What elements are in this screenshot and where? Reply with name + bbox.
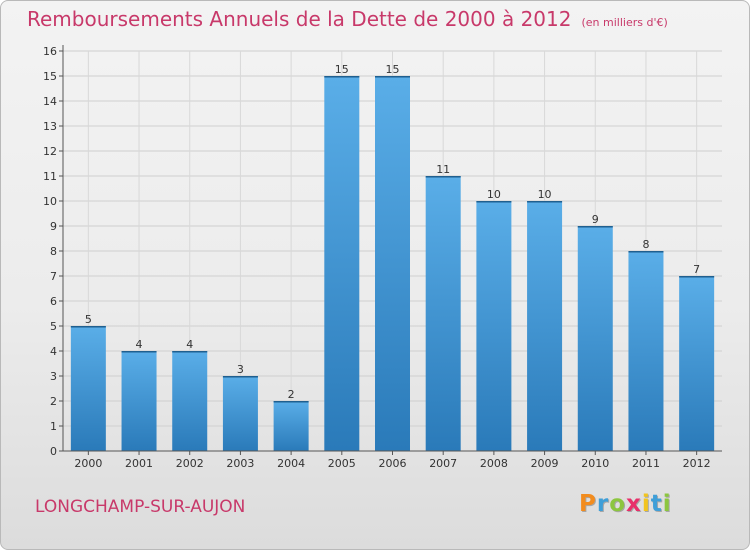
y-tick-label: 11 xyxy=(43,170,57,183)
data-label: 9 xyxy=(592,213,599,226)
data-label: 2 xyxy=(288,388,295,401)
y-tick-label: 7 xyxy=(50,270,57,283)
x-tick-label: 2006 xyxy=(379,457,407,470)
y-tick-label: 10 xyxy=(43,195,57,208)
data-label: 15 xyxy=(386,63,400,76)
y-tick-label: 8 xyxy=(50,245,57,258)
bar xyxy=(121,351,157,451)
y-tick-label: 13 xyxy=(43,120,57,133)
data-label: 4 xyxy=(186,338,193,351)
commune-name: LONGCHAMP-SUR-AUJON xyxy=(35,497,246,517)
bar-top-edge xyxy=(222,376,258,378)
data-label: 15 xyxy=(335,63,349,76)
y-tick-label: 12 xyxy=(43,145,57,158)
data-label: 7 xyxy=(693,263,700,276)
logo-letter: i xyxy=(662,491,672,517)
bar xyxy=(222,376,258,451)
data-label: 4 xyxy=(136,338,143,351)
bar xyxy=(476,201,512,451)
data-label: 3 xyxy=(237,363,244,376)
logo-letter: x xyxy=(626,491,642,517)
logo-letter: t xyxy=(650,491,663,517)
x-tick-label: 2001 xyxy=(125,457,153,470)
chart-subtitle: (en milliers d'€) xyxy=(581,16,668,29)
bar-top-edge xyxy=(172,351,208,353)
bar-top-edge xyxy=(375,76,410,78)
x-tick-label: 2000 xyxy=(74,457,102,470)
y-tick-label: 2 xyxy=(50,395,57,408)
bar-top-edge xyxy=(679,276,715,278)
x-tick-label: 2009 xyxy=(531,457,559,470)
chart-title-text: Remboursements Annuels de la Dette de 20… xyxy=(27,7,572,31)
x-tick-label: 2004 xyxy=(277,457,305,470)
y-tick-label: 4 xyxy=(50,345,57,358)
y-tick-label: 16 xyxy=(43,45,57,58)
bar xyxy=(70,326,106,451)
x-tick-label: 2002 xyxy=(176,457,204,470)
data-label: 8 xyxy=(642,238,649,251)
bar xyxy=(425,176,461,451)
x-tick-label: 2012 xyxy=(683,457,711,470)
bar-top-edge xyxy=(425,176,461,178)
y-tick-label: 3 xyxy=(50,370,57,383)
bar xyxy=(172,351,208,451)
bar-top-edge xyxy=(628,251,664,253)
y-tick-label: 0 xyxy=(50,445,57,458)
chart-title: Remboursements Annuels de la Dette de 20… xyxy=(27,7,668,31)
logo-letter: P xyxy=(579,491,597,517)
y-tick-label: 9 xyxy=(50,220,57,233)
data-label: 10 xyxy=(487,188,501,201)
bar-top-edge xyxy=(324,76,360,78)
logo-letter: i xyxy=(641,491,651,517)
x-tick-label: 2003 xyxy=(226,457,254,470)
y-tick-label: 5 xyxy=(50,320,57,333)
bar xyxy=(628,251,664,451)
bar xyxy=(679,276,715,451)
y-tick-label: 15 xyxy=(43,70,57,83)
bar xyxy=(527,201,563,451)
y-tick-label: 6 xyxy=(50,295,57,308)
bars: 5 4 4 3 2 15 15 11 10 10 9 8 7 xyxy=(70,63,715,451)
data-label: 11 xyxy=(436,163,450,176)
bar xyxy=(324,76,360,451)
bar-top-edge xyxy=(577,226,613,228)
x-tick-label: 2010 xyxy=(581,457,609,470)
x-tick-label: 2011 xyxy=(632,457,660,470)
logo-letter: r xyxy=(596,491,610,517)
bar-top-edge xyxy=(273,401,309,403)
y-tick-label: 1 xyxy=(50,420,57,433)
x-tick-label: 2008 xyxy=(480,457,508,470)
bar xyxy=(577,226,613,451)
bar-top-edge xyxy=(476,201,512,203)
bar-top-edge xyxy=(527,201,563,203)
x-tick-label: 2005 xyxy=(328,457,356,470)
proxiti-logo: Proxiti xyxy=(579,491,672,517)
bar-top-edge xyxy=(70,326,106,328)
data-label: 10 xyxy=(538,188,552,201)
logo-letter: o xyxy=(609,491,627,517)
y-tick-label: 14 xyxy=(43,95,57,108)
bar-top-edge xyxy=(121,351,157,353)
x-tick-label: 2007 xyxy=(429,457,457,470)
bar xyxy=(273,401,309,451)
data-label: 5 xyxy=(85,313,92,326)
bar xyxy=(375,76,410,451)
